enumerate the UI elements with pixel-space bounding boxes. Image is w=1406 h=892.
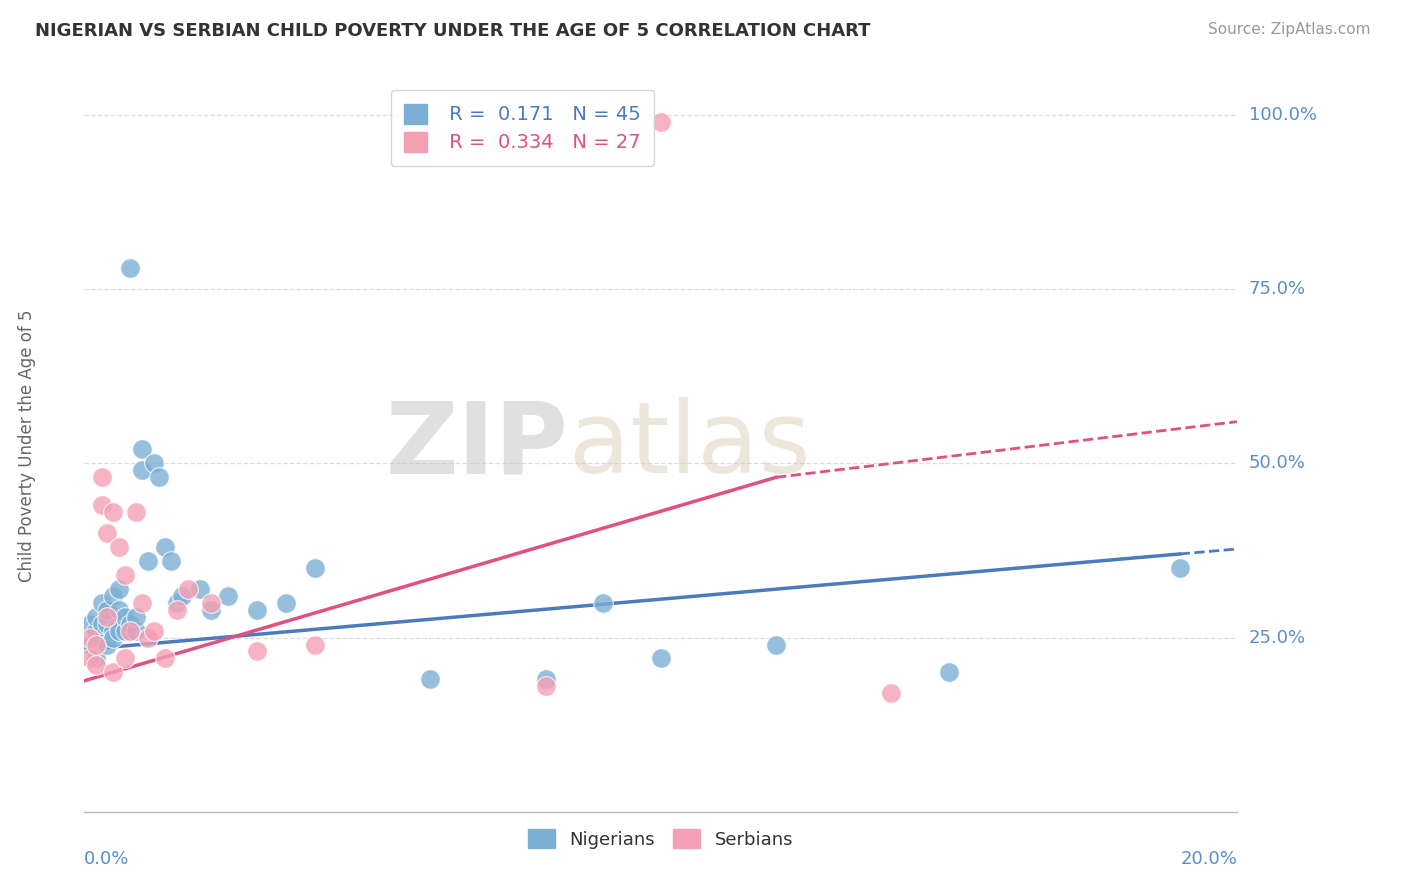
Point	[200, 596, 222, 610]
Text: 20.0%: 20.0%	[1181, 850, 1237, 868]
Point	[120, 616, 142, 631]
Text: Source: ZipAtlas.com: Source: ZipAtlas.com	[1208, 22, 1371, 37]
Point	[84, 624, 107, 638]
Text: 50.0%: 50.0%	[1249, 454, 1306, 473]
Point	[84, 658, 107, 673]
Point	[96, 616, 118, 631]
Point	[90, 631, 112, 645]
Text: 75.0%: 75.0%	[1249, 280, 1306, 298]
Text: 100.0%: 100.0%	[1249, 106, 1317, 124]
Text: Child Poverty Under the Age of 5: Child Poverty Under the Age of 5	[18, 310, 35, 582]
Point	[142, 457, 165, 471]
Point	[131, 596, 153, 610]
Point	[90, 616, 112, 631]
Point	[90, 470, 112, 484]
Point	[534, 673, 557, 687]
Point	[218, 589, 240, 603]
Point	[125, 609, 148, 624]
Point	[103, 665, 124, 680]
Point	[114, 609, 136, 624]
Point	[534, 679, 557, 693]
Point	[166, 603, 188, 617]
Point	[84, 651, 107, 665]
Text: atlas: atlas	[568, 398, 810, 494]
Point	[96, 609, 118, 624]
Point	[419, 673, 441, 687]
Point	[79, 651, 101, 665]
Point	[592, 596, 614, 610]
Point	[79, 631, 101, 645]
Point	[136, 554, 159, 568]
Point	[880, 686, 903, 700]
Point	[153, 540, 176, 554]
Point	[103, 589, 124, 603]
Point	[108, 582, 131, 596]
Point	[650, 115, 672, 129]
Point	[125, 505, 148, 519]
Point	[125, 624, 148, 638]
Point	[103, 631, 124, 645]
Point	[246, 603, 269, 617]
Point	[84, 609, 107, 624]
Point	[938, 665, 960, 680]
Point	[90, 596, 112, 610]
Point	[96, 603, 118, 617]
Point	[246, 644, 269, 658]
Point	[96, 638, 118, 652]
Point	[131, 442, 153, 457]
Point	[108, 603, 131, 617]
Point	[153, 651, 176, 665]
Point	[120, 261, 142, 276]
Point	[650, 651, 672, 665]
Point	[108, 624, 131, 638]
Point	[96, 526, 118, 541]
Point	[1168, 561, 1191, 575]
Point	[160, 554, 183, 568]
Text: 0.0%: 0.0%	[84, 850, 129, 868]
Point	[276, 596, 298, 610]
Point	[114, 624, 136, 638]
Point	[172, 589, 194, 603]
Point	[114, 567, 136, 582]
Point	[142, 624, 165, 638]
Point	[177, 582, 200, 596]
Text: NIGERIAN VS SERBIAN CHILD POVERTY UNDER THE AGE OF 5 CORRELATION CHART: NIGERIAN VS SERBIAN CHILD POVERTY UNDER …	[35, 22, 870, 40]
Point	[131, 463, 153, 477]
Point	[304, 561, 326, 575]
Point	[304, 638, 326, 652]
Text: ZIP: ZIP	[385, 398, 568, 494]
Point	[765, 638, 787, 652]
Point	[84, 638, 107, 652]
Point	[103, 624, 124, 638]
Point	[103, 505, 124, 519]
Point	[188, 582, 211, 596]
Point	[136, 631, 159, 645]
Point	[79, 638, 101, 652]
Text: 25.0%: 25.0%	[1249, 629, 1306, 647]
Point	[79, 616, 101, 631]
Point	[108, 540, 131, 554]
Point	[200, 603, 222, 617]
Point	[120, 624, 142, 638]
Point	[90, 498, 112, 512]
Point	[166, 596, 188, 610]
Legend: Nigerians, Serbians: Nigerians, Serbians	[519, 820, 803, 857]
Point	[114, 651, 136, 665]
Point	[148, 470, 170, 484]
